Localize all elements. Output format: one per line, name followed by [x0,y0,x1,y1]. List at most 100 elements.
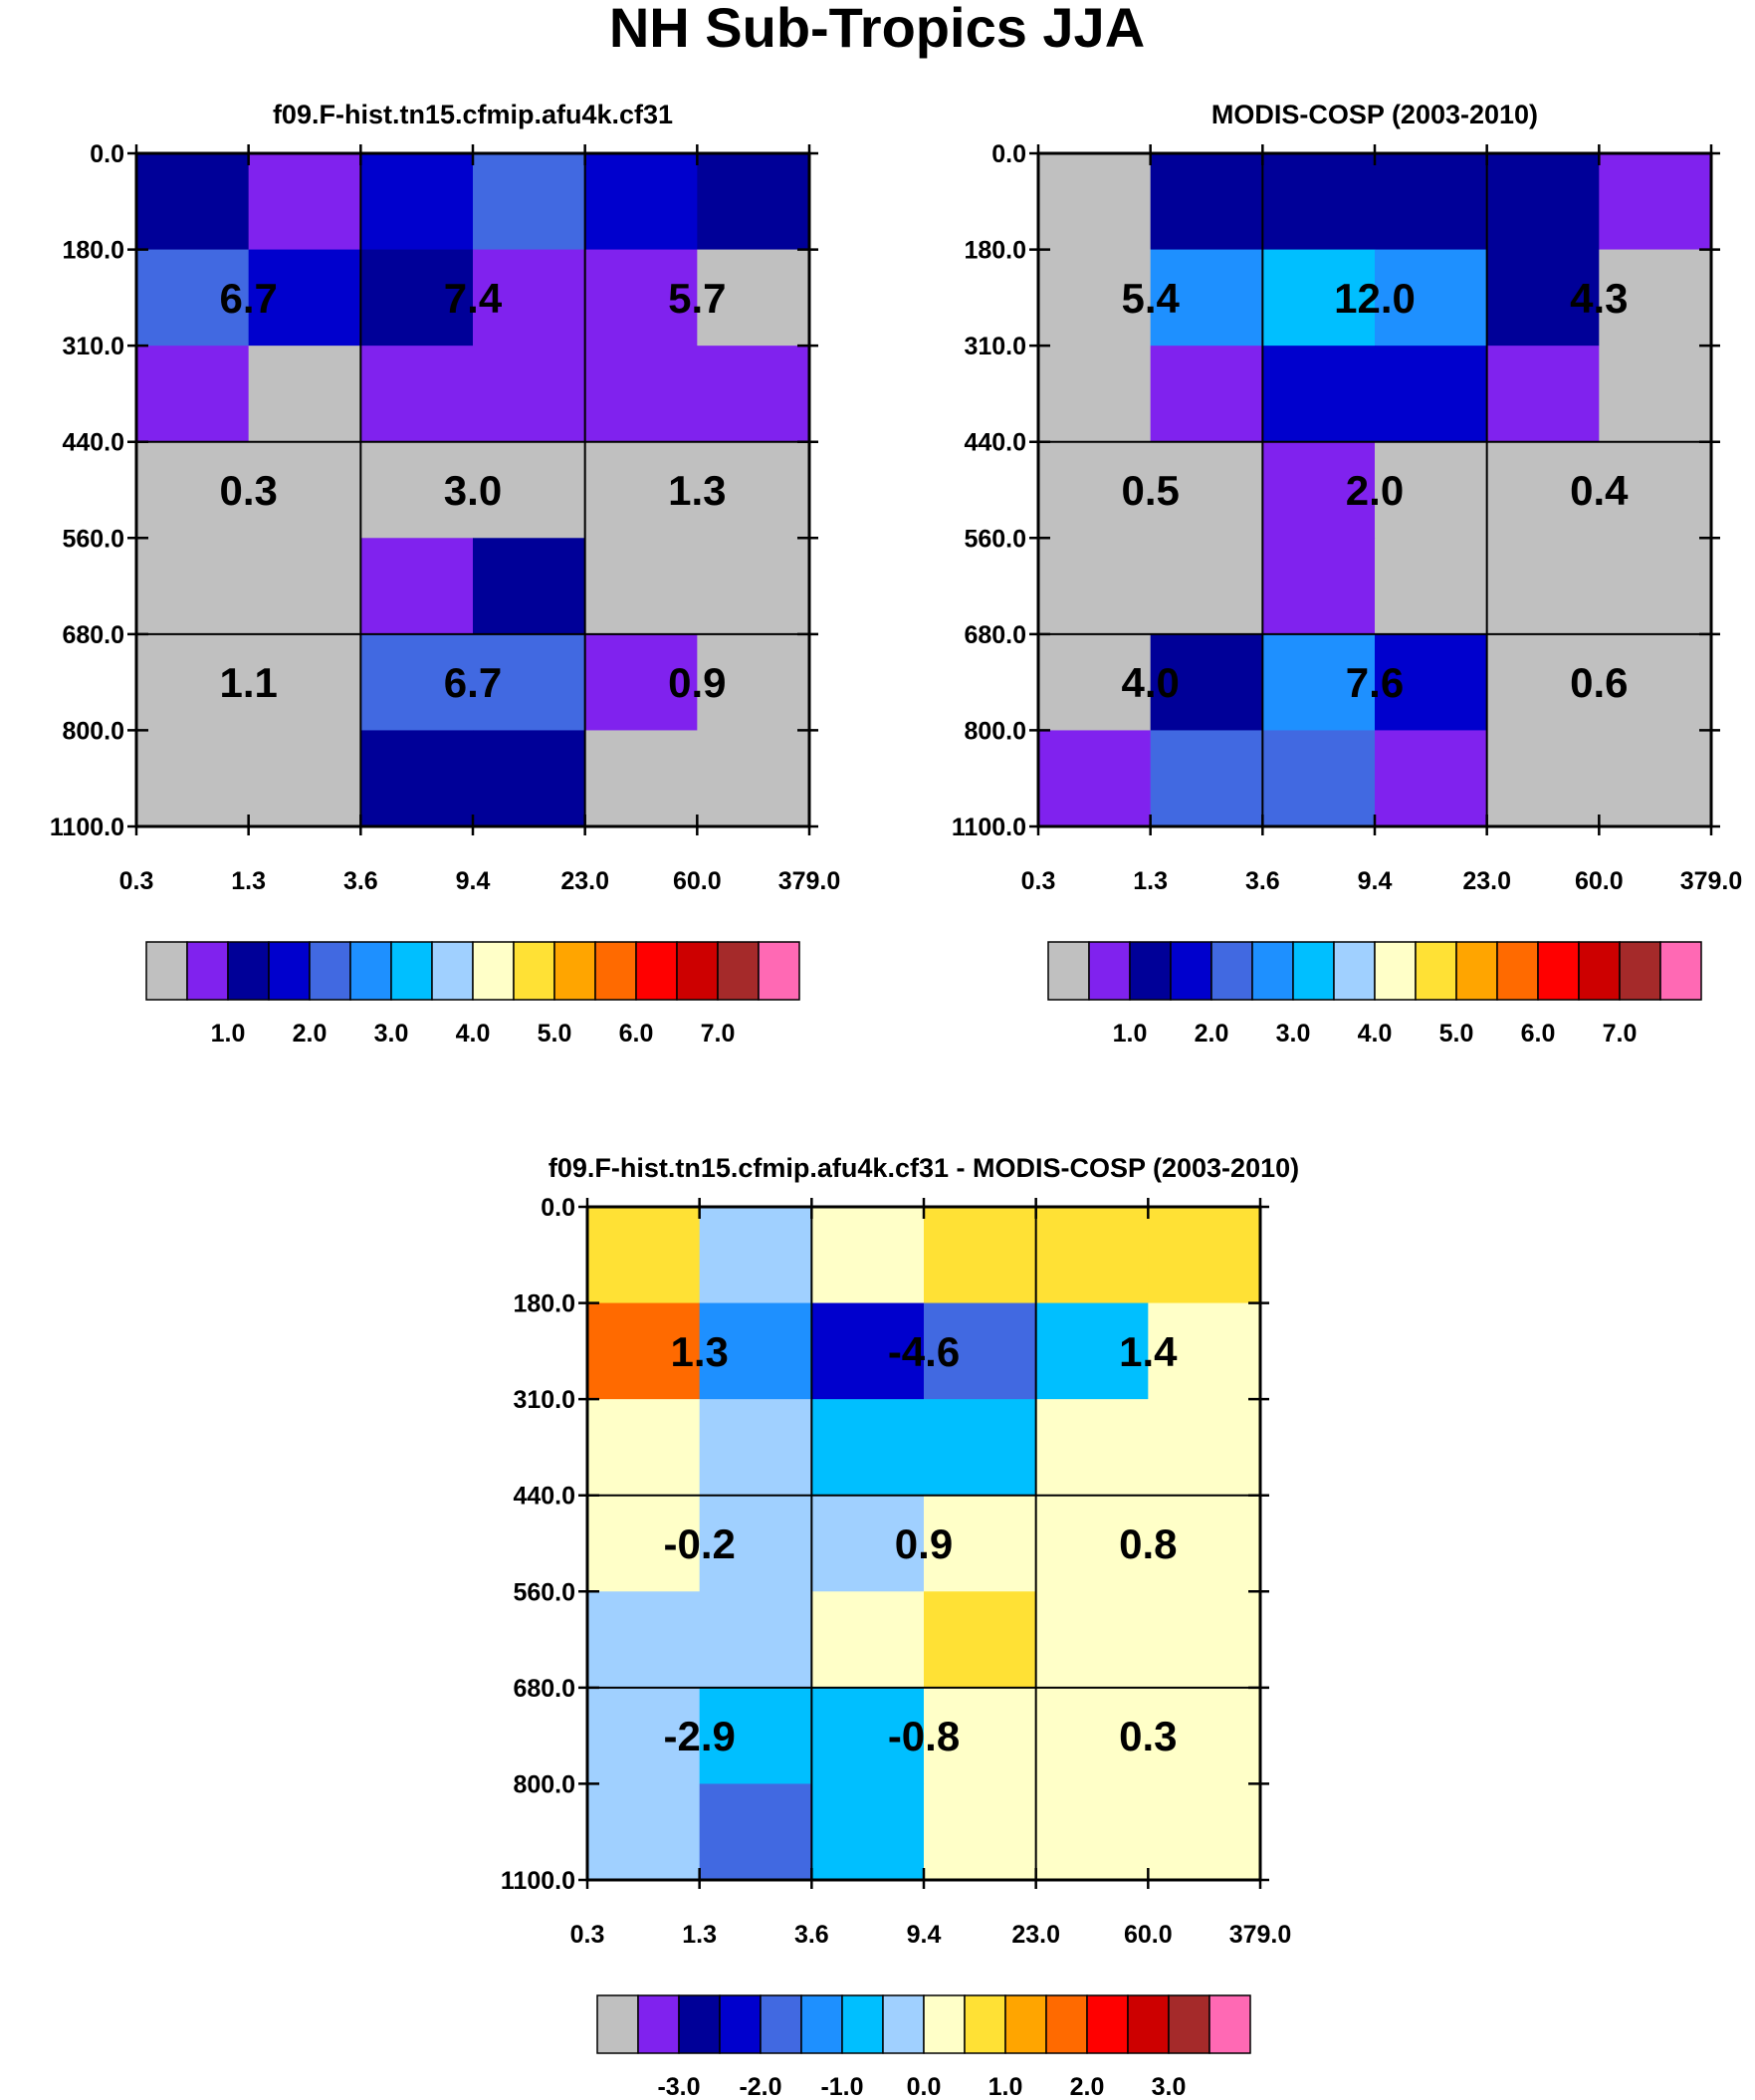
heatmap-cell [1038,346,1152,443]
heatmap-cell [136,153,250,251]
panel-title: f09.F-hist.tn15.cfmip.afu4k.cf31 - MODIS… [548,1153,1299,1183]
heatmap-cell [697,249,810,347]
colorbar-label: 6.0 [1521,1020,1556,1048]
y-tick-label: 0.0 [991,140,1026,168]
heatmap-cell [136,441,250,539]
panel-title: MODIS-COSP (2003-2010) [1211,100,1538,129]
colorbar-label: 3.0 [374,1020,409,1048]
x-tick-label: 3.6 [343,867,378,895]
box-value-label: 5.7 [668,275,726,322]
heatmap-cell [1148,1302,1261,1400]
colorbar-swatch [923,1994,966,2054]
heatmap-cell [1599,730,1712,827]
heatmap-cell [697,633,810,731]
heatmap-cell [136,633,250,731]
heatmap-cell [360,153,474,251]
heatmap-cell [1486,538,1600,635]
y-tick-label: 180.0 [964,237,1026,265]
y-tick-label: 800.0 [62,717,124,745]
colorbar-swatch [882,1994,925,2054]
colorbar-swatch [513,941,555,1001]
colorbar-label: -1.0 [820,2073,863,2100]
colorbar-swatch [678,1994,721,2054]
colorbar-swatch [1129,941,1172,1001]
colorbar-swatch [800,1994,843,2054]
colorbar-swatch [1537,941,1580,1001]
heatmap-cell [699,1207,812,1304]
colorbar-swatch [676,941,719,1001]
heatmap-cell [1148,1207,1261,1304]
heatmap-cell [1150,730,1263,827]
colorbar-label: 2.0 [1070,2073,1105,2100]
heatmap-cell [1375,346,1488,443]
heatmap-cell [1486,730,1600,827]
y-tick-label: 180.0 [62,237,124,265]
y-tick-label: 680.0 [62,621,124,649]
colorbar-swatch [1374,941,1417,1001]
colorbar-swatch [553,941,596,1001]
heatmap-cell [697,153,810,251]
heatmap-cell [1148,1495,1261,1592]
colorbar-swatch [349,941,392,1001]
colorbar-swatch [227,941,270,1001]
heatmap-cell [1150,249,1263,347]
x-tick-label: 379.0 [1229,1921,1292,1949]
colorbar-swatch [1168,1994,1210,2054]
heatmap-cell [924,1687,1037,1784]
heatmap-cell [473,249,586,347]
heatmap-cell [473,730,586,827]
heatmap-cell [699,1783,812,1881]
colorbar-swatch [596,1994,639,2054]
colorbar-swatch [1045,1994,1088,2054]
heatmap-cell [1262,441,1376,539]
y-tick-label: 800.0 [513,1770,575,1798]
heatmap-cell [1038,730,1152,827]
colorbar-swatch [145,941,188,1001]
heatmap-cell [587,1207,701,1304]
heatmap-cell [699,1302,812,1400]
heatmap-cell [1486,346,1600,443]
heatmap-cell [924,1783,1037,1881]
box-value-label: -0.8 [888,1713,960,1759]
colorbar-label: 2.0 [293,1020,328,1048]
heatmap-cell [811,1687,925,1784]
x-tick-label: 3.6 [794,1921,829,1949]
box-value-label: 4.0 [1121,659,1179,706]
heatmap-cell [1150,538,1263,635]
heatmap-cell [1035,1207,1149,1304]
heatmap-cell [1038,633,1152,731]
colorbar-swatch [1088,941,1131,1001]
heatmap-cell [1599,538,1712,635]
x-tick-label: 379.0 [1680,867,1743,895]
heatmap-cell [924,1399,1037,1497]
heatmap-cell [811,1399,925,1497]
colorbar-label: 2.0 [1195,1020,1229,1048]
box-value-label: 1.4 [1119,1328,1178,1375]
colorbar-swatch [594,941,637,1001]
colorbar-swatch [186,941,229,1001]
y-tick-label: 310.0 [62,333,124,360]
box-value-label: 0.9 [668,659,726,706]
x-tick-label: 23.0 [1011,1921,1060,1949]
heatmap-cell [1035,1687,1149,1784]
colorbar-swatch [1333,941,1376,1001]
heatmap-cell [248,730,361,827]
colorbar-swatch [841,1994,884,2054]
x-tick-label: 9.4 [907,1921,942,1949]
colorbar-swatch [717,941,760,1001]
colorbar-swatch [1004,1994,1047,2054]
colorbar-swatch [1208,1994,1251,2054]
heatmap-cell [1038,153,1152,251]
x-tick-label: 1.3 [1133,867,1168,895]
box-value-label: 2.0 [1346,467,1404,514]
box-value-label: 6.7 [219,275,277,322]
x-tick-label: 3.6 [1245,867,1280,895]
heatmap-cell [360,538,474,635]
heatmap-cell [584,249,698,347]
y-tick-label: 560.0 [964,525,1026,553]
x-tick-label: 23.0 [1462,867,1511,895]
heatmap-cell [1486,441,1600,539]
heatmap-cell [1262,538,1376,635]
colorbar-swatch [1659,941,1702,1001]
